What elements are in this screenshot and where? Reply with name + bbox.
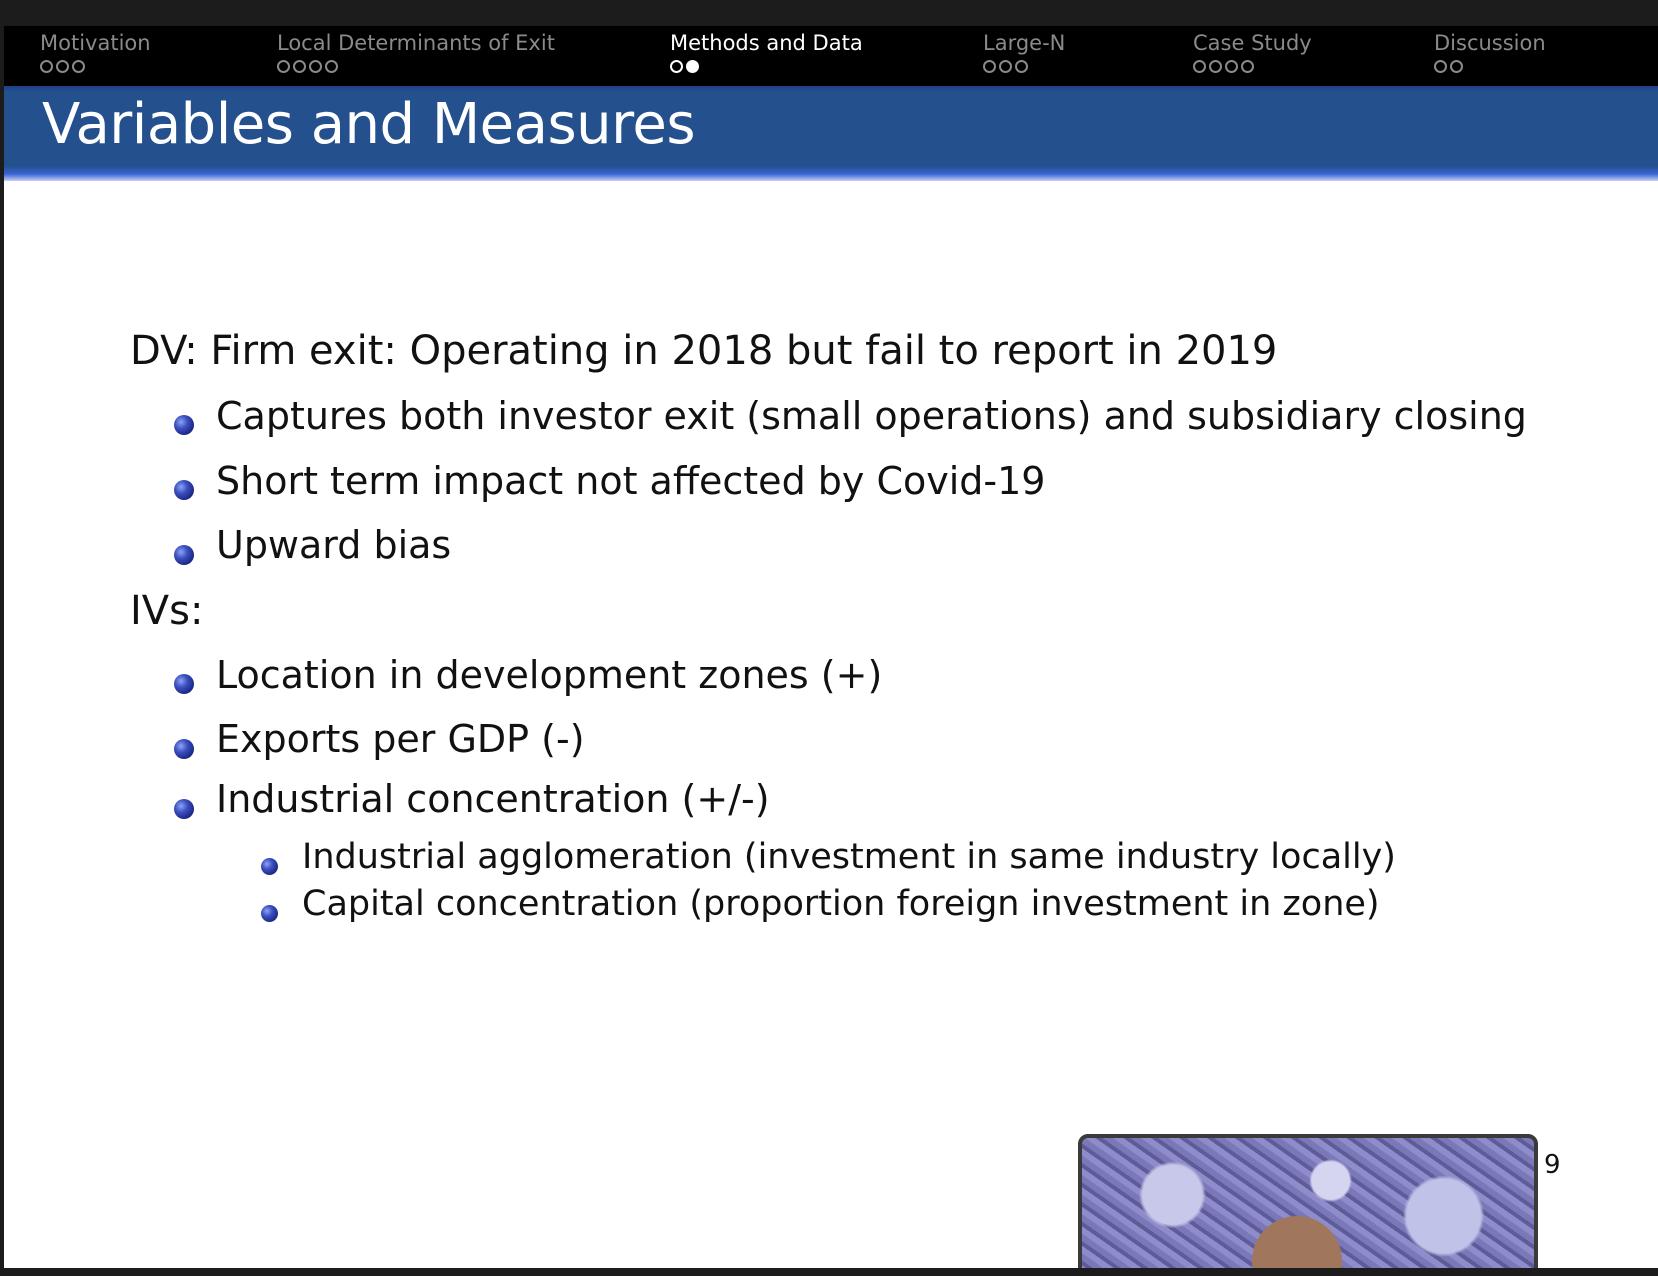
nav-section-label: Motivation xyxy=(40,31,151,55)
slide-title: Variables and Measures xyxy=(42,92,696,157)
bullet-icon xyxy=(174,415,194,435)
nav-dots xyxy=(670,60,863,76)
section-navigation: Motivation Local Determinants of Exit Me… xyxy=(4,26,1658,86)
dv-heading: DV: Firm exit: Operating in 2018 but fai… xyxy=(130,328,1278,374)
nav-section-large-n[interactable]: Large-N xyxy=(983,30,1065,76)
slide: Motivation Local Determinants of Exit Me… xyxy=(4,26,1658,1268)
nav-dots xyxy=(1434,60,1546,76)
iv-sub-bullet: Industrial agglomeration (investment in … xyxy=(302,837,1396,877)
bullet-icon xyxy=(174,674,194,694)
iv-bullet: Industrial concentration (+/-) xyxy=(216,777,770,821)
bullet-icon xyxy=(174,799,194,819)
nav-section-label: Large-N xyxy=(983,31,1066,55)
sub-bullet-icon xyxy=(261,905,278,922)
slide-dot[interactable] xyxy=(277,60,290,73)
slide-dot[interactable] xyxy=(983,60,996,73)
slide-dot[interactable] xyxy=(72,60,85,73)
slide-dot[interactable] xyxy=(1225,60,1238,73)
nav-section-local-determinants[interactable]: Local Determinants of Exit xyxy=(277,30,555,76)
slide-dot[interactable] xyxy=(293,60,306,73)
iv-heading: IVs: xyxy=(130,588,204,634)
slide-dot[interactable] xyxy=(309,60,322,73)
nav-dots xyxy=(40,60,151,76)
nav-dots xyxy=(277,60,555,76)
current-slide-dot[interactable] xyxy=(686,60,699,73)
title-band xyxy=(4,86,1658,181)
slide-dot[interactable] xyxy=(56,60,69,73)
bullet-icon xyxy=(174,545,194,565)
nav-section-label: Local Determinants of Exit xyxy=(277,31,555,55)
dv-bullet: Upward bias xyxy=(216,523,452,567)
iv-bullet: Exports per GDP (-) xyxy=(216,717,585,761)
slide-dot[interactable] xyxy=(40,60,53,73)
dv-bullet: Short term impact not affected by Covid-… xyxy=(216,459,1046,503)
slide-dot[interactable] xyxy=(999,60,1012,73)
nav-section-motivation[interactable]: Motivation xyxy=(40,30,151,76)
nav-dots xyxy=(1193,60,1312,76)
nav-section-case-study[interactable]: Case Study xyxy=(1193,30,1312,76)
slide-dot[interactable] xyxy=(670,60,683,73)
webcam-video-thumbnail[interactable] xyxy=(1078,1134,1538,1268)
slide-dot[interactable] xyxy=(1241,60,1254,73)
bullet-icon xyxy=(174,739,194,759)
nav-section-methods-and-data[interactable]: Methods and Data xyxy=(670,30,863,76)
iv-sub-bullet: Capital concentration (proportion foreig… xyxy=(302,884,1380,924)
nav-section-discussion[interactable]: Discussion xyxy=(1434,30,1546,76)
iv-bullet: Location in development zones (+) xyxy=(216,653,883,697)
slide-dot[interactable] xyxy=(1015,60,1028,73)
window-top-bar xyxy=(0,0,1658,26)
slide-dot[interactable] xyxy=(1450,60,1463,73)
slide-dot[interactable] xyxy=(1193,60,1206,73)
nav-dots xyxy=(983,60,1065,76)
slide-dot[interactable] xyxy=(1434,60,1447,73)
presenter-video xyxy=(1252,1216,1342,1268)
dv-bullet: Captures both investor exit (small opera… xyxy=(216,394,1527,438)
nav-section-label: Methods and Data xyxy=(670,31,863,55)
bullet-icon xyxy=(174,480,194,500)
nav-section-label: Discussion xyxy=(1434,31,1546,55)
slide-dot[interactable] xyxy=(325,60,338,73)
nav-section-label: Case Study xyxy=(1193,31,1312,55)
window-bottom-bar xyxy=(0,1268,1658,1276)
sub-bullet-icon xyxy=(261,858,278,875)
page-number: 9 xyxy=(1544,1150,1561,1180)
slide-dot[interactable] xyxy=(1209,60,1222,73)
